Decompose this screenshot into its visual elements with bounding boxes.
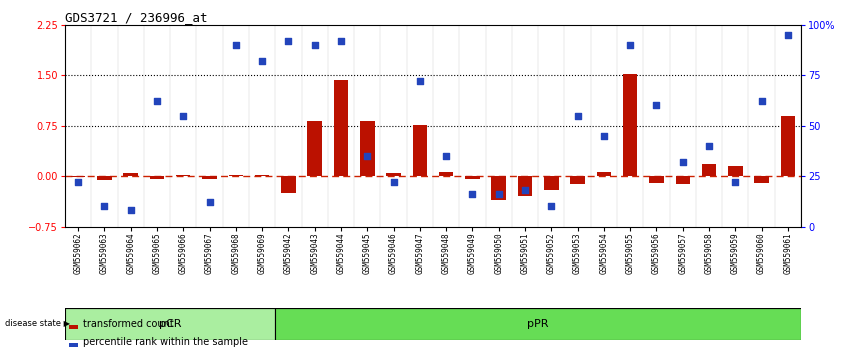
Bar	[439, 172, 454, 176]
Bar	[275, 308, 801, 340]
Text: disease state ▶: disease state ▶	[5, 318, 70, 327]
Bar	[281, 176, 295, 193]
Bar	[597, 172, 611, 176]
Point	[466, 192, 480, 197]
Point	[439, 153, 453, 159]
Text: percentile rank within the sample: percentile rank within the sample	[83, 337, 249, 348]
Bar	[650, 176, 663, 183]
Bar	[754, 176, 769, 183]
Bar	[544, 176, 559, 190]
Text: pPR: pPR	[527, 319, 549, 329]
Point	[255, 58, 269, 64]
Point	[334, 38, 348, 44]
Text: transformed count: transformed count	[83, 319, 174, 329]
Point	[728, 179, 742, 185]
Point	[281, 38, 295, 44]
Point	[650, 103, 663, 108]
Text: pCR: pCR	[158, 319, 181, 329]
Point	[624, 42, 637, 48]
Point	[702, 143, 716, 149]
Point	[675, 159, 689, 165]
Point	[781, 32, 795, 38]
Point	[203, 200, 216, 205]
Bar	[68, 343, 78, 347]
Bar	[465, 176, 480, 179]
Bar	[97, 176, 112, 180]
Point	[71, 179, 85, 185]
Bar	[65, 308, 275, 340]
Bar	[412, 125, 427, 176]
Point	[386, 179, 400, 185]
Bar	[728, 166, 742, 176]
Bar	[701, 164, 716, 176]
Point	[571, 113, 585, 118]
Point	[150, 99, 164, 104]
Bar	[386, 173, 401, 176]
Bar	[255, 175, 269, 176]
Point	[413, 79, 427, 84]
Bar	[68, 325, 78, 329]
Bar	[176, 175, 191, 176]
Bar	[150, 176, 165, 179]
Point	[177, 113, 191, 118]
Point	[518, 187, 532, 193]
Point	[754, 99, 768, 104]
Text: GDS3721 / 236996_at: GDS3721 / 236996_at	[65, 11, 208, 24]
Bar	[360, 121, 374, 176]
Bar	[518, 176, 533, 196]
Bar	[675, 176, 690, 184]
Point	[492, 192, 506, 197]
Bar	[780, 115, 795, 176]
Point	[545, 204, 559, 209]
Bar	[307, 121, 322, 176]
Point	[124, 207, 138, 213]
Point	[98, 204, 112, 209]
Point	[597, 133, 611, 139]
Point	[360, 153, 374, 159]
Bar	[571, 176, 585, 184]
Bar	[71, 176, 86, 177]
Point	[307, 42, 321, 48]
Bar	[623, 74, 637, 176]
Bar	[333, 80, 348, 176]
Bar	[229, 175, 243, 176]
Bar	[124, 173, 138, 176]
Point	[229, 42, 242, 48]
Bar	[492, 176, 506, 200]
Bar	[203, 176, 216, 179]
